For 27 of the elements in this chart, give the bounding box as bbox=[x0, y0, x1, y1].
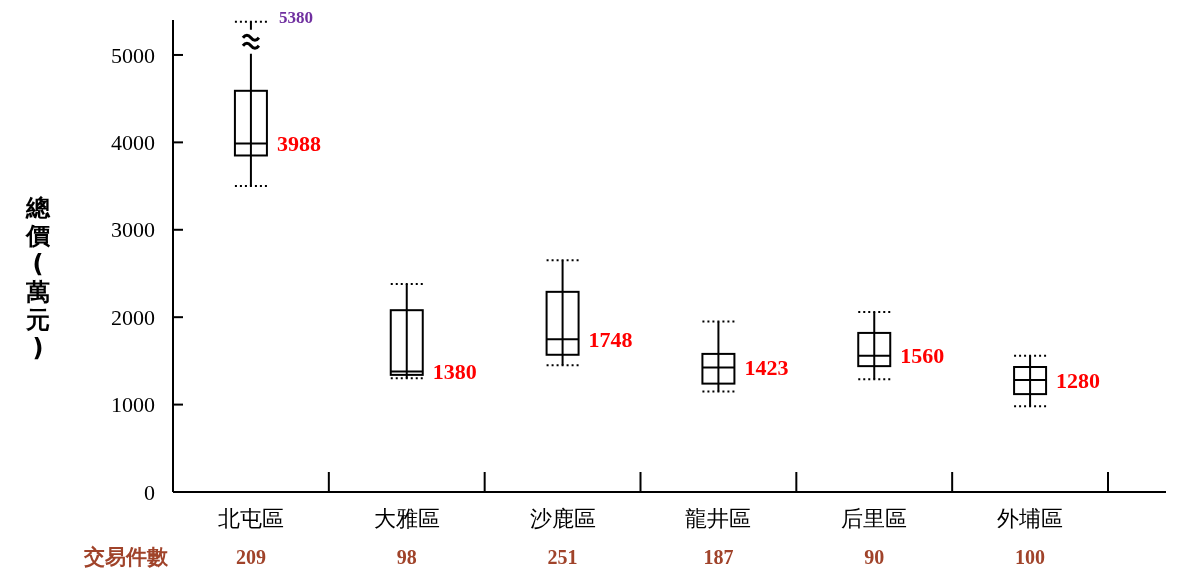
y-tick-label: 0 bbox=[144, 479, 155, 505]
text: 209 bbox=[235, 546, 266, 568]
text: 98 bbox=[396, 546, 417, 568]
text: 90 bbox=[864, 546, 885, 568]
x-tick-label: 外埔區 bbox=[997, 506, 1064, 531]
text: 交易件數 bbox=[83, 545, 169, 569]
x-tick-label: 大雅區 bbox=[373, 506, 440, 531]
text: 251 bbox=[547, 546, 578, 568]
annotation: 1560 bbox=[900, 343, 945, 369]
annotation: 3988 bbox=[276, 131, 321, 157]
y-tick-label: 1000 bbox=[111, 392, 155, 418]
x-tick-label: 北屯區 bbox=[217, 506, 284, 531]
y-tick-label: 2000 bbox=[111, 304, 155, 330]
x-tick-label: 沙鹿區 bbox=[529, 506, 596, 531]
y-tick-label: 3000 bbox=[111, 217, 155, 243]
text: 187 bbox=[703, 546, 734, 568]
annotation: 1423 bbox=[744, 355, 789, 381]
y-tick-label: 4000 bbox=[111, 130, 155, 156]
x-tick-label: 龍井區 bbox=[685, 506, 752, 531]
y-axis-title: 總價(萬元) bbox=[25, 194, 51, 362]
text: 100 bbox=[1015, 546, 1046, 568]
annotation: 1280 bbox=[1056, 367, 1101, 393]
annotation: 5380 bbox=[278, 8, 313, 28]
x-tick-label: 后里區 bbox=[841, 506, 908, 531]
annotation: 1748 bbox=[588, 326, 633, 352]
y-tick-label: 5000 bbox=[111, 42, 155, 68]
annotation: 1380 bbox=[432, 359, 477, 385]
